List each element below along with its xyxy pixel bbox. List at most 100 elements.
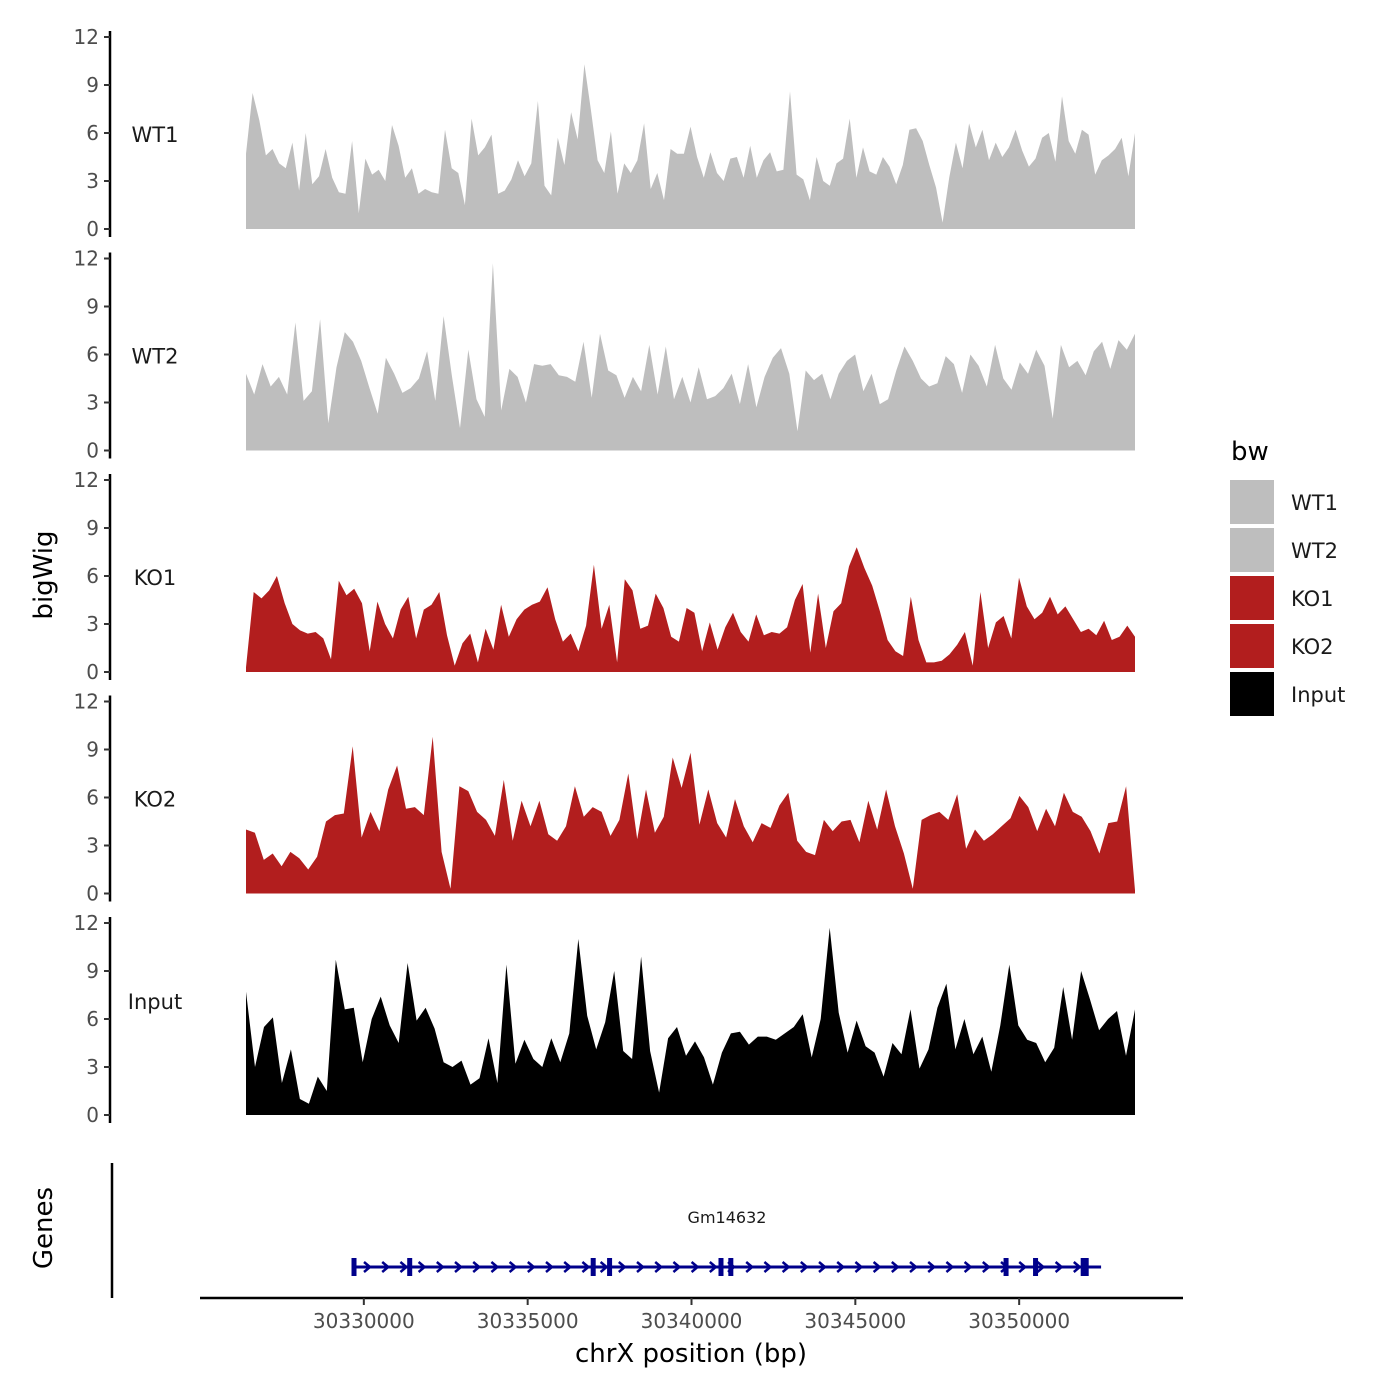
gene-strand-arrow <box>399 1261 409 1273</box>
gene-strand-arrow <box>381 1261 391 1273</box>
gene-strand-arrow <box>709 1261 718 1273</box>
y-tick-label: 6 <box>86 564 99 588</box>
legend-item-Input: Input <box>1230 672 1345 716</box>
gene-exon <box>1033 1258 1039 1276</box>
y-tick-label: 3 <box>86 169 99 193</box>
y-tick-label: 6 <box>86 786 99 810</box>
y-tick-label: 3 <box>86 1055 99 1079</box>
genes-panel: Genes Gm14632 <box>29 1163 1102 1298</box>
x-tick-label: 30335000 <box>477 1309 579 1333</box>
gene-strand-arrow <box>781 1261 791 1273</box>
y-tick-label: 9 <box>86 295 99 319</box>
track-label-WT2: WT2 <box>132 345 179 369</box>
legend-swatch <box>1230 528 1274 572</box>
x-tick-label: 30330000 <box>313 1309 415 1333</box>
area-Input <box>246 927 1135 1115</box>
gene-strand-arrow <box>927 1261 937 1273</box>
gene-strand-arrow <box>891 1261 900 1273</box>
legend-item-KO1: KO1 <box>1230 576 1334 620</box>
track-Input: 0 3 6 9 12 Input <box>74 911 1135 1127</box>
gene-strand-arrow <box>599 1261 609 1273</box>
gene-strand-arrow <box>854 1261 864 1273</box>
gene-strand-arrow <box>763 1261 773 1273</box>
y-tick-label: 12 <box>74 468 99 492</box>
legend-label: WT1 <box>1291 491 1338 515</box>
gene-strand-arrow <box>690 1261 700 1273</box>
legend-swatch <box>1230 624 1274 668</box>
y-tick-label: 6 <box>86 121 99 145</box>
track-KO2: 0 3 6 9 12 KO2 <box>74 690 1135 906</box>
y-tick-label: 3 <box>86 391 99 415</box>
legend-items: WT1 WT2 KO1 KO2 Input <box>1230 480 1345 716</box>
track-label-WT1: WT1 <box>132 123 179 147</box>
gene-strand-arrow <box>472 1261 482 1273</box>
legend-label: KO1 <box>1291 587 1334 611</box>
gene-strand-arrow <box>545 1261 554 1273</box>
gene-model <box>351 1258 1102 1276</box>
area-KO1 <box>246 547 1135 672</box>
gene-strand-arrow <box>963 1261 973 1273</box>
gene-strand-arrow <box>872 1261 882 1273</box>
legend-swatch <box>1230 480 1274 524</box>
gene-strand-arrow <box>654 1261 664 1273</box>
gene-exon <box>351 1258 357 1276</box>
gene-strand-arrow <box>1018 1261 1028 1273</box>
legend-item-WT2: WT2 <box>1230 528 1338 572</box>
gene-strand-arrow <box>818 1261 827 1273</box>
x-axis-title: chrX position (bp) <box>575 1339 807 1369</box>
y-tick-label: 0 <box>86 660 99 684</box>
legend-label: Input <box>1291 683 1345 707</box>
x-axis: 30330000 30335000 30340000 30345000 30350000… <box>200 1296 1183 1369</box>
track-WT2: 0 3 6 9 12 WT2 <box>74 247 1135 463</box>
y-tick-label: 0 <box>86 217 99 241</box>
gene-strand-arrow <box>836 1261 846 1273</box>
y-tick-label: 3 <box>86 612 99 636</box>
track-label-KO2: KO2 <box>134 788 177 812</box>
gene-strand-arrow <box>1072 1261 1082 1273</box>
x-tick-label: 30345000 <box>804 1309 906 1333</box>
legend-swatch <box>1230 576 1274 620</box>
gene-exon <box>718 1258 724 1276</box>
x-ticks: 30330000 30335000 30340000 30345000 30350000 <box>313 1298 1070 1333</box>
track-KO1: 0 3 6 9 12 KO1 <box>74 468 1135 684</box>
y-tick-label: 6 <box>86 343 99 367</box>
track-label-KO1: KO1 <box>134 566 177 590</box>
area-KO2 <box>246 736 1135 894</box>
legend-swatch <box>1230 672 1274 716</box>
y-tick-label: 12 <box>74 25 99 49</box>
area-WT1 <box>246 64 1135 229</box>
y-tick-label: 12 <box>74 247 99 271</box>
gene-name-label: Gm14632 <box>688 1208 767 1227</box>
gene-exon <box>1080 1258 1089 1276</box>
y-tick-label: 9 <box>86 73 99 97</box>
y-tick-label: 9 <box>86 738 99 762</box>
y-tick-label: 6 <box>86 1007 99 1031</box>
legend-label: KO2 <box>1291 635 1334 659</box>
legend-item-WT1: WT1 <box>1230 480 1338 524</box>
y-tick-label: 3 <box>86 834 99 858</box>
y-tick-label: 9 <box>86 516 99 540</box>
x-tick-label: 30350000 <box>968 1309 1070 1333</box>
gene-exon <box>728 1258 734 1276</box>
x-tick-label: 30340000 <box>641 1309 743 1333</box>
gene-strand-arrow <box>417 1261 427 1273</box>
track-WT1: 0 3 6 9 12 WT1 <box>74 25 1135 241</box>
gene-strand-arrow <box>508 1261 518 1273</box>
gene-exon <box>607 1258 613 1276</box>
gene-strand-arrow <box>636 1261 645 1273</box>
y-tick-label: 12 <box>74 911 99 935</box>
gene-strand-arrow <box>909 1261 918 1273</box>
legend-title: bw <box>1231 437 1269 467</box>
gene-strand-arrow <box>800 1261 809 1273</box>
y-tick-label: 0 <box>86 439 99 463</box>
legend-item-KO2: KO2 <box>1230 624 1334 668</box>
gene-strand-arrow <box>563 1261 573 1273</box>
gene-strand-arrow <box>1054 1261 1064 1273</box>
track-label-Input: Input <box>128 990 182 1014</box>
gene-strand-arrow <box>581 1261 591 1273</box>
y-axis-title: bigWig <box>29 530 59 619</box>
genes-axis-title: Genes <box>29 1187 59 1269</box>
gene-strand-arrow <box>436 1261 445 1273</box>
y-tick-label: 9 <box>86 959 99 983</box>
